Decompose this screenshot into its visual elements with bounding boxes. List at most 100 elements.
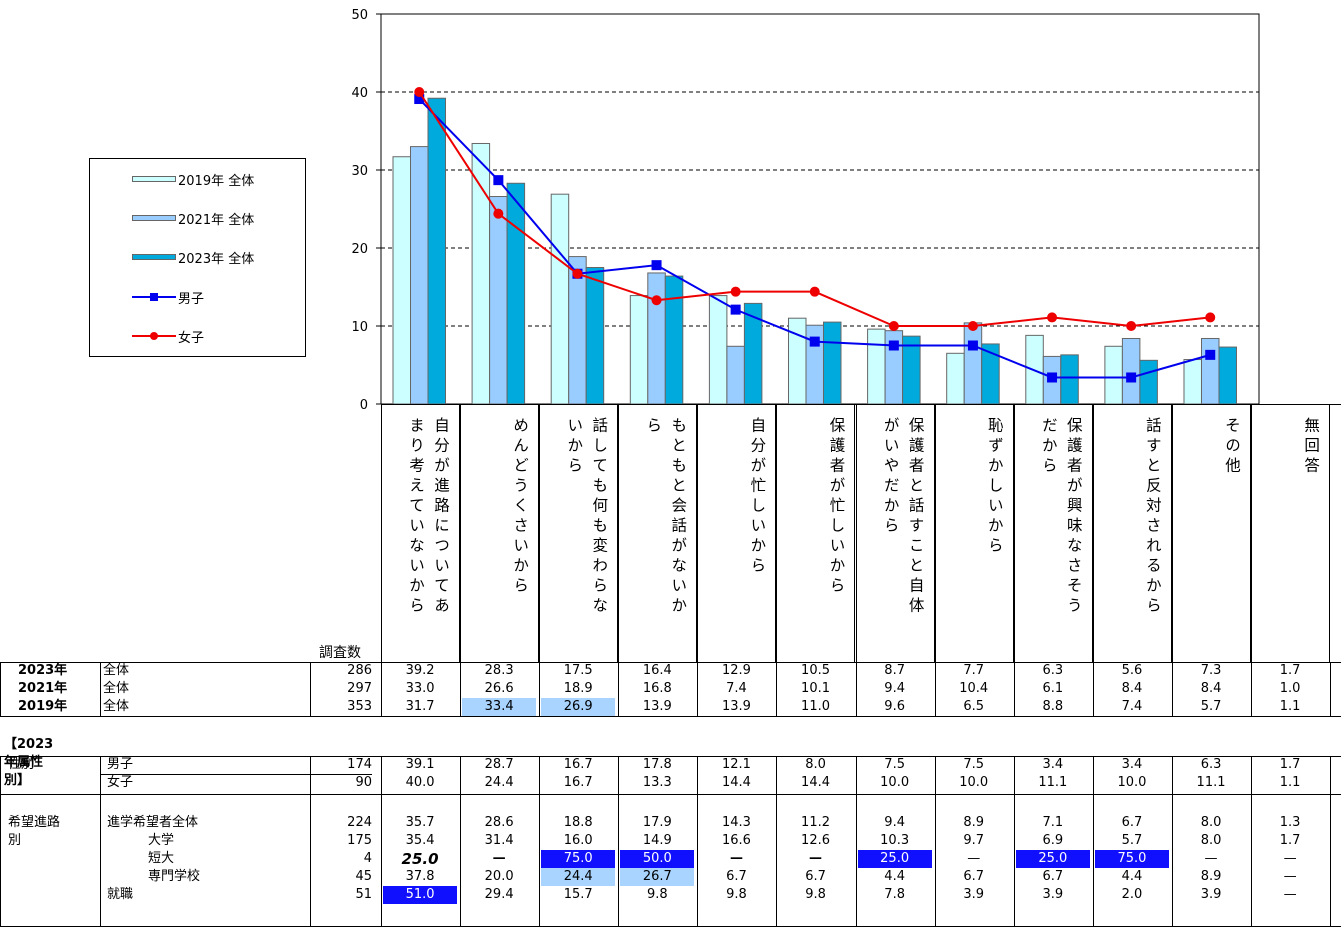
legend-label: 2023年 全体 bbox=[178, 251, 255, 267]
row-label: 進学希望者全体 bbox=[107, 815, 199, 830]
table-cell: 3.9 bbox=[963, 887, 985, 902]
category-label: 話しても何も変わらな いから bbox=[539, 405, 619, 663]
row-group-label: 希望進路 bbox=[8, 815, 61, 830]
table-cell: 16.6 bbox=[721, 833, 751, 848]
category-label-text: 自分が進路についてあ まり考えていないから bbox=[407, 417, 450, 617]
table-cell: 12.1 bbox=[721, 757, 751, 772]
table-cell: 6.9 bbox=[1042, 833, 1064, 848]
table-cell: 17.5 bbox=[563, 663, 593, 678]
table-cell: 14.9 bbox=[642, 833, 672, 848]
category-label: 保護者が興味なさそう だから bbox=[1013, 405, 1093, 663]
table-row: 女子 90 40.0 24.4 16.7 13.3 14.4 14.4 10.0 10.0 11.1… bbox=[0, 774, 1341, 792]
table-cell: 39.2 bbox=[405, 663, 435, 678]
table-cell: — bbox=[1283, 869, 1297, 884]
category-label: 恥ずかしいから bbox=[934, 405, 1014, 663]
table-vrule bbox=[460, 662, 461, 716]
table-cell: 33.4 bbox=[462, 698, 537, 716]
row-sample-size: 353 bbox=[347, 699, 372, 714]
table-cell: 8.9 bbox=[1200, 869, 1222, 884]
table-vrule bbox=[1251, 756, 1252, 926]
table-cell: 14.4 bbox=[801, 775, 830, 790]
table-cell: 4.4 bbox=[1121, 869, 1143, 884]
table-top-rule bbox=[0, 756, 1341, 757]
row-sample-size: 45 bbox=[355, 869, 372, 884]
table-cell: 8.4 bbox=[1121, 681, 1143, 696]
legend-line bbox=[132, 326, 176, 346]
row-sample-size: 4 bbox=[363, 851, 372, 866]
line-point bbox=[888, 321, 899, 331]
table-vrule bbox=[381, 756, 382, 926]
table-cell: 10.5 bbox=[801, 663, 830, 678]
row-sample-size: 51 bbox=[355, 887, 372, 902]
category-label-text: 保護者と話すこと自体 がいやだから bbox=[881, 417, 925, 617]
table-cell: 51.0 bbox=[383, 886, 458, 904]
table-cell: 37.8 bbox=[405, 869, 435, 884]
table-cell: 9.8 bbox=[726, 887, 747, 902]
table-cell: 7.5 bbox=[884, 757, 905, 772]
row-sample-size: 174 bbox=[347, 757, 372, 772]
line-point bbox=[730, 286, 741, 297]
table-cell: 14.3 bbox=[721, 815, 751, 830]
table-cell: 8.4 bbox=[1200, 681, 1222, 696]
table-cell: 3.9 bbox=[1200, 887, 1222, 902]
table-vrule bbox=[776, 756, 777, 926]
y-tick-label: 50 bbox=[351, 8, 368, 23]
table-vrule bbox=[1014, 662, 1015, 716]
table-cell: 24.4 bbox=[484, 775, 514, 790]
table-cell: 7.5 bbox=[963, 757, 985, 772]
row-sample-size: 286 bbox=[347, 663, 372, 678]
table-row: 性別 男子 174 39.1 28.7 16.7 17.8 12.1 8.0 7.5 7.5 3.4 3… bbox=[0, 756, 1341, 774]
table-cell: — bbox=[492, 851, 506, 866]
row-label: 短大 bbox=[148, 851, 175, 866]
table-cell: 12.6 bbox=[801, 833, 830, 848]
table-cell: 8.0 bbox=[1200, 815, 1222, 830]
table-cell: 10.0 bbox=[959, 775, 989, 790]
legend-item-2023: 2023年 全体 bbox=[132, 247, 254, 267]
table-cell: — bbox=[729, 851, 743, 866]
line-point bbox=[730, 304, 741, 315]
table-cell: 11.1 bbox=[1038, 775, 1068, 790]
table-cell: 3.4 bbox=[1121, 757, 1143, 772]
table-cell: 40.0 bbox=[405, 775, 435, 790]
table-vrule bbox=[1093, 662, 1094, 716]
table-cell: 28.7 bbox=[484, 757, 514, 772]
table-cell: 9.7 bbox=[963, 833, 985, 848]
table-cell: 6.7 bbox=[805, 869, 826, 884]
chart-lines bbox=[414, 87, 1216, 383]
table-cell: 75.0 bbox=[1094, 850, 1169, 868]
table-row: 2019年 全体 353 31.7 33.4 26.9 13.9 13.9 11.0 9.6 6.5… bbox=[0, 698, 1341, 716]
category-label: 自分が忙しいから bbox=[697, 405, 777, 663]
section-label: 【2023年属性別】 bbox=[4, 737, 54, 788]
bar bbox=[410, 146, 429, 405]
line-point bbox=[888, 340, 899, 351]
legend-label: 2019年 全体 bbox=[178, 173, 255, 189]
bar bbox=[471, 142, 491, 405]
table-row: 希望進路 進学希望者全体 224 35.7 28.6 18.8 17.9 14.3 11.2 9.… bbox=[0, 814, 1341, 832]
bar bbox=[585, 267, 605, 405]
category-label: 保護者と話すこと自体 がいやだから bbox=[855, 405, 935, 663]
table-vrule bbox=[776, 662, 777, 716]
bar bbox=[946, 352, 965, 405]
row-sample-size: 297 bbox=[347, 681, 372, 696]
category-label: その他 bbox=[1171, 405, 1251, 663]
table-row-rule bbox=[100, 774, 372, 775]
table-cell: — bbox=[1283, 887, 1297, 902]
legend-swatch bbox=[132, 215, 176, 221]
category-label-text: 恥ずかしいから bbox=[985, 417, 1004, 557]
table-vrule bbox=[1093, 756, 1094, 926]
category-label: 無回答 bbox=[1251, 405, 1331, 663]
bar bbox=[550, 193, 570, 405]
bar bbox=[506, 182, 526, 405]
table-vrule bbox=[697, 756, 698, 926]
table-cell: 10.1 bbox=[801, 681, 830, 696]
y-tick-label: 40 bbox=[351, 86, 368, 101]
table-cell: 11.0 bbox=[801, 699, 830, 714]
bar bbox=[963, 322, 983, 405]
table-row: 専門学校 45 37.8 20.0 24.4 26.7 6.7 6.7 4.4 6.7 6.7 4.4… bbox=[0, 868, 1341, 886]
table-cell: 8.9 bbox=[963, 815, 985, 830]
table-cell: 8.7 bbox=[884, 663, 905, 678]
legend-label: 2021年 全体 bbox=[178, 212, 255, 228]
table-cell: 39.1 bbox=[405, 757, 435, 772]
category-label-text: もともと会話がないから bbox=[644, 417, 688, 617]
table-cell: 4.4 bbox=[884, 869, 905, 884]
